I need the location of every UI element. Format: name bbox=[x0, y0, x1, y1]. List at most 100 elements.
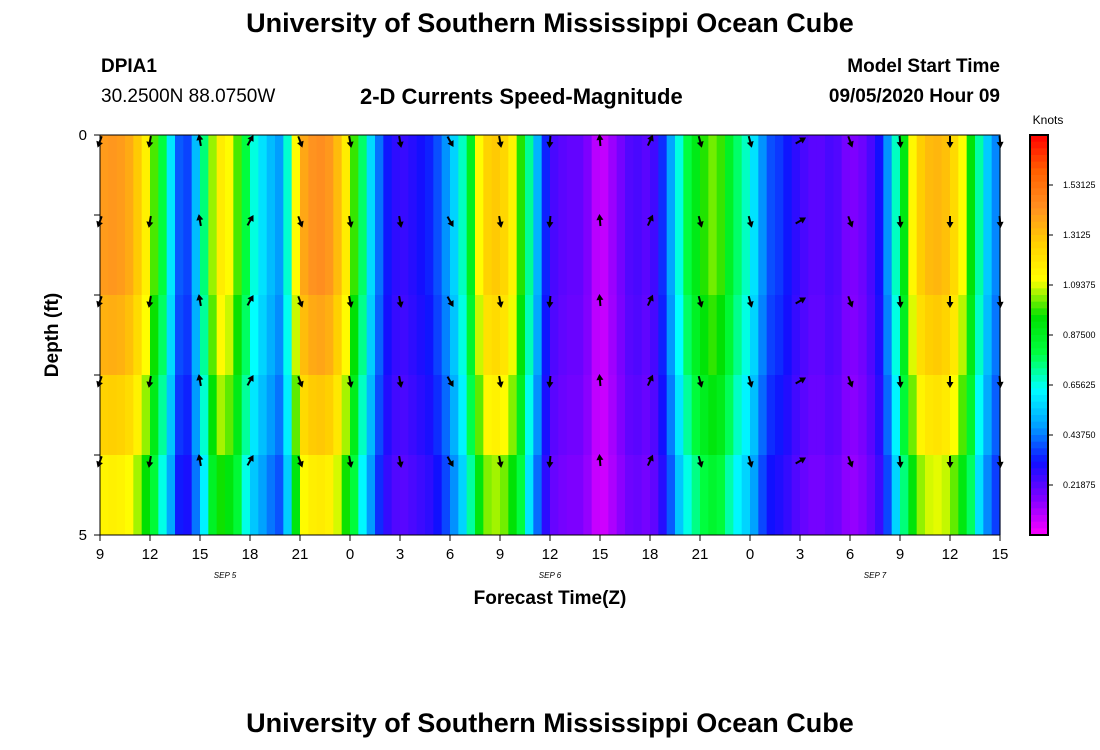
current-arrow-head bbox=[447, 460, 454, 468]
heatmap-cell bbox=[541, 455, 551, 535]
current-arrow-head bbox=[346, 301, 354, 308]
heatmap-cell bbox=[275, 295, 284, 375]
heatmap-cell bbox=[233, 455, 243, 535]
heatmap-cell bbox=[633, 215, 643, 295]
heatmap-cell bbox=[875, 135, 884, 215]
heatmap-cell bbox=[733, 295, 743, 375]
heatmap-cell bbox=[650, 135, 659, 215]
heatmap-cell bbox=[775, 455, 784, 535]
colorbar-tick-label: 1.09375 bbox=[1063, 280, 1096, 290]
heatmap-cell bbox=[650, 455, 659, 535]
current-arrow-head bbox=[496, 141, 504, 148]
heatmap-cell bbox=[825, 135, 834, 215]
heatmap-cell bbox=[516, 135, 526, 215]
heatmap-cell bbox=[933, 375, 943, 455]
heatmap-cell bbox=[716, 455, 726, 535]
heatmap-cell bbox=[525, 295, 534, 375]
heatmap-cell bbox=[650, 215, 659, 295]
heatmap-cell bbox=[791, 295, 801, 375]
heatmap-cell bbox=[675, 375, 684, 455]
heatmap-cell bbox=[216, 295, 226, 375]
heatmap-cell bbox=[891, 295, 901, 375]
heatmap-cell bbox=[475, 375, 484, 455]
heatmap-cell bbox=[275, 455, 284, 535]
current-arrow-head bbox=[847, 220, 854, 228]
heatmap-cell bbox=[816, 375, 826, 455]
heatmap-cell bbox=[450, 215, 459, 295]
current-arrow-head bbox=[996, 381, 1004, 388]
heatmap-cell bbox=[891, 135, 901, 215]
heatmap-cell bbox=[383, 455, 393, 535]
heatmap-cell bbox=[725, 135, 734, 215]
heatmap-cell bbox=[366, 215, 376, 295]
heatmap-cell bbox=[933, 455, 943, 535]
current-arrow-head bbox=[746, 221, 754, 228]
heatmap-cell bbox=[516, 375, 526, 455]
heatmap-cell bbox=[550, 295, 559, 375]
y-tick-label: 5 bbox=[79, 527, 87, 544]
heatmap-cell bbox=[141, 215, 151, 295]
heatmap-cell bbox=[433, 215, 443, 295]
heatmap-cell bbox=[508, 375, 518, 455]
heatmap-cell bbox=[266, 135, 276, 215]
colorbar-unit: Knots bbox=[1033, 113, 1064, 127]
current-arrow-head bbox=[146, 301, 154, 308]
heatmap-cell bbox=[216, 215, 226, 295]
heatmap-cell bbox=[791, 215, 801, 295]
heatmap-cell bbox=[325, 295, 334, 375]
x-axis-label: Forecast Time(Z) bbox=[474, 588, 627, 609]
heatmap-cell bbox=[516, 215, 526, 295]
heatmap-cell bbox=[425, 295, 434, 375]
heatmap-cell bbox=[750, 295, 759, 375]
current-arrow-head bbox=[447, 140, 454, 148]
colorbar-segment bbox=[1030, 168, 1048, 176]
current-arrow-head bbox=[546, 381, 554, 388]
current-arrow-head bbox=[297, 300, 304, 308]
date-label: SEP 7 bbox=[864, 571, 887, 580]
colorbar-segment bbox=[1030, 495, 1048, 503]
heatmap-cell bbox=[883, 375, 893, 455]
x-tick-label: 12 bbox=[542, 546, 559, 563]
colorbar-segment bbox=[1030, 255, 1048, 263]
heatmap-cell bbox=[958, 455, 968, 535]
heatmap-cell bbox=[391, 455, 401, 535]
current-arrow-head bbox=[297, 220, 304, 228]
colorbar-segment bbox=[1030, 161, 1048, 169]
heatmap-cell bbox=[175, 455, 184, 535]
current-arrow-head bbox=[896, 141, 904, 148]
heatmap-cell bbox=[508, 295, 518, 375]
page-title: University of Southern Mississippi Ocean… bbox=[246, 8, 854, 38]
heatmap-cell bbox=[683, 135, 693, 215]
x-tick-label: 3 bbox=[796, 546, 804, 563]
heatmap-cell bbox=[241, 295, 251, 375]
current-arrow-head bbox=[647, 214, 654, 222]
colorbar-segment bbox=[1030, 395, 1048, 403]
colorbar-segment bbox=[1030, 308, 1048, 316]
heatmap-cell bbox=[491, 375, 501, 455]
heatmap-cell bbox=[925, 455, 934, 535]
heatmap-cell bbox=[191, 215, 201, 295]
current-arrow-head bbox=[297, 380, 304, 388]
heatmap-cell bbox=[483, 455, 493, 535]
heatmap-cell bbox=[575, 215, 584, 295]
current-arrow-head bbox=[746, 381, 754, 388]
x-tick-label: 0 bbox=[346, 546, 354, 563]
colorbar-segment bbox=[1030, 215, 1048, 223]
heatmap-cell bbox=[408, 295, 418, 375]
heatmap-cell bbox=[183, 135, 193, 215]
heatmap-cell bbox=[883, 455, 893, 535]
current-arrow-head bbox=[447, 300, 454, 308]
heatmap-cell bbox=[316, 135, 326, 215]
colorbar-segment bbox=[1030, 175, 1048, 183]
colorbar-segment bbox=[1030, 148, 1048, 156]
heatmap-cell bbox=[416, 295, 426, 375]
current-arrow-head bbox=[196, 374, 204, 381]
colorbar-segment bbox=[1030, 381, 1048, 389]
heatmap-cell bbox=[941, 135, 951, 215]
heatmap-cell bbox=[316, 215, 326, 295]
heatmap-cell bbox=[908, 295, 918, 375]
heatmap-cell bbox=[541, 295, 551, 375]
colorbar-segment bbox=[1030, 501, 1048, 509]
heatmap-cell bbox=[708, 135, 718, 215]
x-tick-label: 12 bbox=[942, 546, 959, 563]
